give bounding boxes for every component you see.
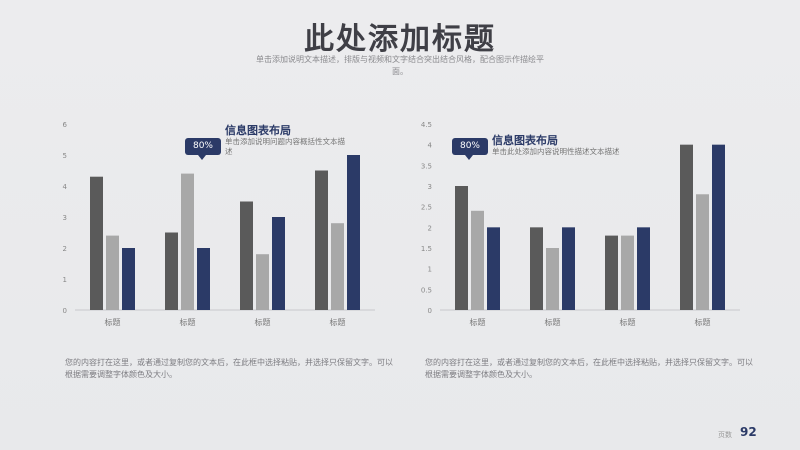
bar <box>106 235 119 310</box>
x-tick-label: 标题 <box>545 317 561 327</box>
y-tick-label: 1.5 <box>421 245 432 253</box>
info-description: 单击此处添加内容说明性描述文本描述 <box>492 147 620 156</box>
bar <box>546 248 559 310</box>
bar-chart-left-svg: 0 1 2 3 4 5 6 标题 标题 标题 标题 <box>63 121 375 327</box>
bar <box>605 235 618 310</box>
y-tick-label: 4 <box>63 183 68 191</box>
bar <box>680 144 693 310</box>
y-tick-label: 5 <box>63 152 67 160</box>
y-tick-label: 3 <box>63 214 67 222</box>
bar <box>530 227 543 310</box>
bar <box>272 217 285 310</box>
bar <box>90 176 103 310</box>
y-tick-label: 3.5 <box>421 162 432 170</box>
bar <box>256 254 269 310</box>
y-tick-label: 2 <box>428 224 432 232</box>
bar-chart-right-svg: 0 0.5 1 1.5 2 2.5 3 3.5 4 4.5 标题 标题 标题 标题 <box>421 121 740 327</box>
footer-label: 页数 <box>718 431 732 439</box>
bar <box>197 248 210 310</box>
note-text-left: 您的内容打在这里，或者通过复制您的文本后，在此框中选择粘贴，并选择只保留文字。可… <box>65 358 393 379</box>
page-number: 92 <box>740 425 757 439</box>
y-tick-label: 4 <box>428 142 433 150</box>
info-description: 单击添加说明问题内容概括性文本描述 <box>225 137 345 156</box>
y-tick-label: 2.5 <box>421 204 432 212</box>
bar <box>347 155 360 310</box>
y-tick-label: 1 <box>63 276 67 284</box>
x-tick-label: 标题 <box>620 317 636 327</box>
percent-badge: 80% <box>452 138 488 160</box>
y-tick-label: 1 <box>428 266 432 274</box>
y-tick-label: 0.5 <box>421 286 432 294</box>
x-tick-label: 标题 <box>330 317 346 327</box>
bar <box>471 210 484 310</box>
x-tick-label: 标题 <box>695 317 711 327</box>
bar-chart-left: 0 1 2 3 4 5 6 标题 标题 标题 标题 80% 信息图表布局 单击添加说明问题内容概括性… <box>50 112 380 332</box>
bar <box>315 170 328 310</box>
bar <box>165 232 178 310</box>
x-tick-label: 标题 <box>255 317 271 327</box>
bar <box>240 201 253 310</box>
bar <box>331 223 344 310</box>
bar-chart-right: 0 0.5 1 1.5 2 2.5 3 3.5 4 4.5 标题 标题 标题 标题 80% 信息图表布局 … <box>415 112 745 332</box>
bar <box>712 144 725 310</box>
y-tick-label: 3 <box>428 183 432 191</box>
x-tick-label: 标题 <box>470 317 486 327</box>
page-subtitle: 单击添加说明文本描述，排版与视频和文字结合突出结合风格，配合图示作描绘平面。 <box>256 55 544 76</box>
y-tick-label: 6 <box>63 121 68 129</box>
bar <box>122 248 135 310</box>
bar <box>487 227 500 310</box>
x-tick-label: 标题 <box>105 317 121 327</box>
bar <box>696 194 709 310</box>
bar <box>637 227 650 310</box>
bar <box>455 186 468 310</box>
percent-badge: 80% <box>185 138 221 160</box>
y-tick-label: 0 <box>428 307 432 315</box>
y-tick-label: 0 <box>63 307 67 315</box>
info-title: 信息图表布局 <box>225 124 291 137</box>
info-title: 信息图表布局 <box>492 134 558 147</box>
x-tick-label: 标题 <box>180 317 196 327</box>
bar <box>621 235 634 310</box>
bar <box>562 227 575 310</box>
y-tick-label: 4.5 <box>421 121 432 129</box>
page-title: 此处添加标题 <box>304 22 496 57</box>
note-text-right: 您的内容打在这里，或者通过复制您的文本后，在此框中选择粘贴，并选择只保留文字。可… <box>425 358 753 379</box>
y-tick-label: 2 <box>63 245 67 253</box>
bar <box>181 173 194 310</box>
